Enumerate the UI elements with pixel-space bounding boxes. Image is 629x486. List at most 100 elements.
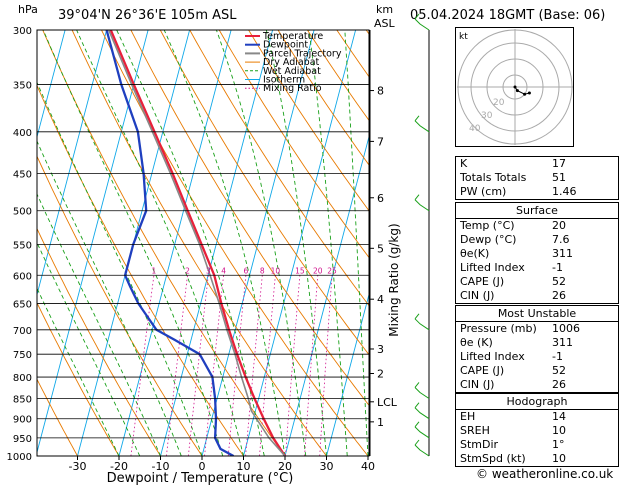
- wind-barb: [414, 199, 430, 212]
- asl-unit-label: ASL: [374, 17, 395, 30]
- temperature-tick-label: -30: [69, 460, 87, 473]
- stat-value: -1: [552, 261, 563, 274]
- temperature-tick-label: 10: [237, 460, 251, 473]
- wind-barb-flag: [414, 421, 420, 428]
- hodograph: kt 40 30 20: [455, 27, 574, 147]
- pressure-tick-label: 900: [13, 415, 32, 426]
- mixing-ratio-line: [227, 275, 247, 456]
- stat-key: Lifted Index: [460, 261, 525, 274]
- wind-barb-flag: [414, 402, 420, 409]
- pressure-tick-label: 550: [13, 240, 32, 251]
- stat-key: CIN (J): [460, 378, 495, 391]
- indices-table: K 17 Totals Totals 51 PW (cm) 1.46: [455, 156, 619, 200]
- pressure-tick-label: 500: [13, 207, 32, 218]
- stat-key: StmDir: [460, 438, 499, 451]
- height-tick-label: 6: [377, 192, 384, 205]
- hodograph-point: [513, 85, 517, 89]
- pressure-tick-label: 450: [13, 169, 32, 180]
- wind-barb: [414, 426, 430, 439]
- isotherm-line: [37, 30, 108, 297]
- wind-barb-flag: [414, 439, 420, 446]
- hodograph-point: [515, 89, 519, 93]
- mixing-ratio-line: [304, 275, 319, 456]
- pressure-tick-label: 800: [13, 373, 32, 384]
- height-tick-label: 2: [377, 367, 384, 380]
- mixing-ratio-line: [259, 275, 276, 456]
- location-label: 39°04'N 26°36'E 105m ASL: [58, 8, 237, 23]
- legend-label: Parcel Trajectory: [263, 48, 342, 59]
- stat-row: StmDir 1°: [456, 438, 618, 452]
- stat-value: 26: [552, 289, 566, 302]
- isotherm-line: [160, 30, 274, 456]
- stat-value: 311: [552, 247, 573, 260]
- km-unit-label: km: [376, 3, 394, 16]
- legend-label: Mixing Ratio: [263, 83, 322, 94]
- stat-value: 52: [552, 275, 566, 288]
- dry-adiabat-line: [37, 378, 78, 456]
- stat-row: CIN (J) 26: [456, 289, 618, 303]
- datetime-label: 05.04.2024 18GMT (Base: 06): [410, 8, 606, 23]
- wind-barb-flag: [414, 13, 420, 20]
- pressure-tick-label: 600: [13, 271, 32, 282]
- temperature-tick-label: 30: [320, 460, 334, 473]
- stat-value: 17: [552, 157, 566, 170]
- wet-adiabat-line: [308, 30, 348, 456]
- dry-adiabat-line: [277, 30, 369, 166]
- legend-label: Dry Adiabat: [263, 57, 320, 68]
- x-axis-title: Dewpoint / Temperature (°C): [107, 471, 294, 486]
- surface-table: Surface Temp (°C) 20 Dewp (°C) 7.6 θe(K) 311 L…: [455, 202, 619, 304]
- stat-value: 51: [552, 171, 566, 184]
- stat-row: SREH 10: [456, 424, 618, 438]
- hodograph-table: Hodograph EH 14 SREH 10 StmDir 1° StmSpd (kt) 1…: [455, 393, 619, 467]
- stat-key: Temp (°C): [460, 219, 515, 232]
- hodograph-trace: [514, 86, 530, 95]
- parcel-trajectory: [107, 30, 286, 456]
- height-tick-label: 1: [377, 416, 384, 429]
- temperature-tick-label: -20: [110, 460, 128, 473]
- stat-row: CAPE (J) 52: [456, 364, 618, 378]
- stat-key: StmSpd (kt): [460, 452, 526, 465]
- isotherm-line: [326, 292, 369, 456]
- pressure-tick-labels: 300 350 400 450 500 550 600 650 700 750 800 850 900 9…: [7, 26, 32, 463]
- stat-row: CIN (J) 26: [456, 378, 618, 392]
- stat-row: Lifted Index -1: [456, 350, 618, 364]
- stat-key: EH: [460, 410, 476, 423]
- stat-row: Temp (°C) 20: [456, 219, 618, 233]
- mixing-ratio-label: 4: [221, 266, 226, 275]
- mixing-ratio-line: [166, 275, 188, 456]
- isotherm-line: [37, 30, 66, 139]
- pressure-tick-label: 350: [13, 81, 32, 92]
- pressure-tick-label: 850: [13, 394, 32, 405]
- plot-frame: [36, 29, 370, 457]
- most-unstable-table: Most Unstable Pressure (mb) 1006 θe (K) 311…: [455, 305, 619, 393]
- mixing-ratio-label: 8: [260, 266, 265, 275]
- mixing-ratio-label: 20: [313, 266, 323, 275]
- wind-barb-flag: [414, 382, 420, 388]
- stat-key: Lifted Index: [460, 350, 525, 363]
- pressure-tick-label: 400: [13, 128, 32, 139]
- mixing-ratio-line: [285, 275, 301, 456]
- stat-row: Dewp (°C) 7.6: [456, 233, 618, 247]
- height-tick-label: 7: [377, 135, 384, 148]
- temperature-profile: [109, 30, 286, 456]
- wind-barb: [414, 387, 430, 399]
- stat-row: θe(K) 311: [456, 247, 618, 261]
- credit-label: © weatheronline.co.uk: [476, 467, 614, 481]
- pressure-tick-label: 1000: [7, 452, 32, 463]
- stat-row: EH 14: [456, 410, 618, 424]
- dewpoint-profile: [105, 30, 235, 456]
- stat-value: -1: [552, 350, 563, 363]
- temperature-tick-labels: -30 -20 -10 0 10 20 30 40: [69, 456, 375, 473]
- mixing-ratio-label: 3: [206, 266, 211, 275]
- legend-label: Isotherm: [263, 75, 305, 86]
- stat-row: PW (cm) 1.46: [456, 185, 618, 199]
- mixing-ratio-line: [204, 275, 224, 456]
- stat-value: 1°: [552, 438, 565, 451]
- dry-adiabat-line: [218, 30, 369, 259]
- mixing-ratio-lines: [130, 275, 333, 456]
- stat-value: 26: [552, 378, 566, 391]
- stat-key: CAPE (J): [460, 364, 505, 377]
- mixing-ratio-label: 6: [244, 266, 249, 275]
